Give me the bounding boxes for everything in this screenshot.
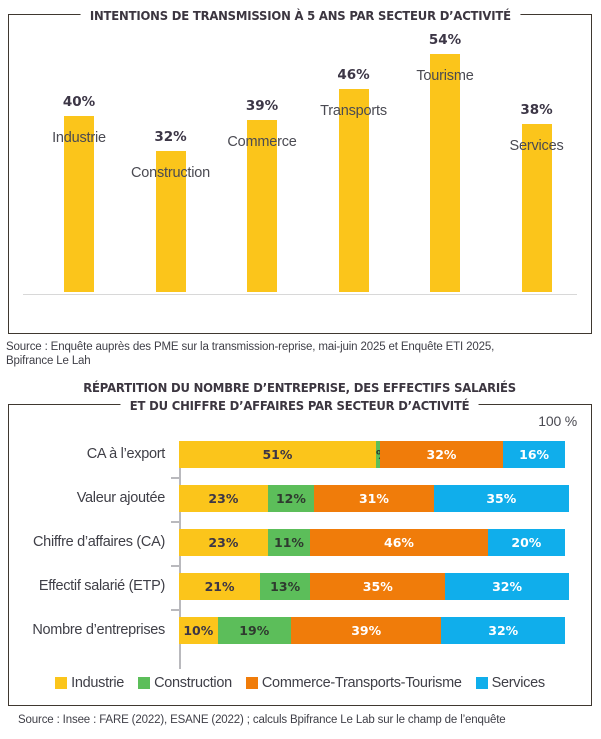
- chart1-bar-value: 38%: [520, 102, 553, 118]
- chart2-bar-segment: 35%: [433, 485, 569, 512]
- legend-label: Industrie: [71, 675, 125, 691]
- chart2-bar-segment: 23%: [179, 529, 268, 556]
- chart2-title-line1: RÉPARTITION DU NOMBRE D’ENTREPRISE, DES …: [74, 380, 526, 396]
- legend-label: Construction: [154, 675, 232, 691]
- chart1-bar: [338, 89, 369, 292]
- legend-label: Services: [491, 675, 546, 691]
- chart1-bar-value: 39%: [245, 98, 279, 114]
- chart1-bar-value: 54%: [428, 32, 462, 48]
- chart1-source-note: Source : Enquête auprès des PME sur la t…: [6, 341, 495, 367]
- chart2-bar-segment: 21%: [179, 573, 261, 600]
- chart2-bar-segment: 20%: [487, 529, 565, 556]
- chart2-bar-segment: 35%: [310, 573, 446, 600]
- chart1-baseline: [23, 294, 577, 295]
- chart2-bar-segment: 32%: [379, 441, 504, 468]
- chart2-bar-segment: 19%: [217, 617, 291, 644]
- chart2-bar-row: Chiffre d’affaires (CA) 23% 11% 46% 20%: [9, 529, 565, 556]
- chart2-axis-tick: [171, 521, 180, 523]
- chart1-category-label: Commerce: [227, 134, 297, 150]
- chart2-title-line2: ET DU CHIFFRE D’AFFAIRES PAR SECTEUR D’A…: [120, 398, 480, 414]
- chart1-bar: [521, 124, 552, 292]
- chart1-bar-group: 32% Construction: [127, 129, 215, 292]
- chart2-legend: Industrie Construction Commerce-Transports…: [9, 675, 591, 691]
- chart1-bar-group: 54% Tourisme: [401, 32, 489, 292]
- chart1-bar: [430, 54, 460, 292]
- chart1-bar-value: 40%: [62, 94, 96, 110]
- chart2-category-label: Valeur ajoutée: [76, 490, 166, 506]
- chart2-stacked-track: 23% 11% 46% 20%: [179, 529, 565, 556]
- chart1-bar-group: 46% Transports: [310, 67, 398, 292]
- chart1-category-label: Services: [509, 138, 564, 154]
- chart2-bar-segment: 16%: [503, 441, 565, 468]
- legend-item: Industrie: [55, 675, 124, 691]
- legend-swatch-icon: [245, 677, 258, 689]
- chart1-bar: [155, 151, 186, 292]
- chart2-source-note: Source : Insee : FARE (2022), ESANE (202…: [18, 714, 506, 726]
- chart2-bar-segment: 23%: [179, 485, 268, 512]
- chart2-axis-tick: [171, 565, 180, 567]
- chart1-category-label: Industrie: [52, 130, 106, 146]
- chart2-category-label: Effectif salarié (ETP): [38, 578, 165, 594]
- chart2-bar-row: CA à l’export 51%1%32%16%: [9, 441, 565, 468]
- chart2-bar-segment: 10%: [179, 617, 218, 644]
- chart1-bar-group: 39% Commerce: [218, 98, 306, 292]
- chart1-bar-group: 38% Services: [493, 102, 581, 292]
- chart2-category-label: CA à l’export: [86, 446, 166, 462]
- chart2-bar-row: Nombre d’entreprises 10% 19% 39% 32%: [9, 617, 565, 644]
- chart2-axis-tick: [171, 477, 180, 479]
- legend-item: Commerce-Transports-Tourisme: [245, 675, 462, 691]
- chart2-stacked-track: 10% 19% 39% 32%: [179, 617, 565, 644]
- chart2-category-label: Nombre d’entreprises: [32, 622, 165, 638]
- transmission-intentions-chart: INTENTIONS DE TRANSMISSION À 5 ANS PAR S…: [8, 8, 592, 334]
- chart2-axis-tick: [171, 609, 180, 611]
- chart2-category-label: Chiffre d’affaires (CA): [33, 534, 165, 550]
- chart2-bar-segment: 39%: [290, 617, 442, 644]
- chart1-bar-group: 40% Industrie: [35, 94, 123, 292]
- chart2-bar-segment: 32%: [441, 617, 565, 644]
- legend-item: Services: [475, 675, 546, 691]
- chart1-category-label: Tourisme: [416, 68, 474, 84]
- chart2-bar-segment: 32%: [445, 573, 569, 600]
- chart2-bar-row: Valeur ajoutée 23% 12% 31% 35%: [9, 485, 569, 512]
- chart2-bar-segment: 13%: [260, 573, 311, 600]
- chart2-bar-segment: 12%: [267, 485, 315, 512]
- chart2-stacked-track: 51%1%32%16%: [179, 441, 565, 468]
- chart1-plot-area: 40% Industrie 32% Construction 39% Commerce 46…: [9, 15, 591, 333]
- chart2-stacked-track: 21% 13% 35% 32%: [179, 573, 569, 600]
- legend-swatch-icon: [475, 677, 488, 689]
- chart2-title-container: RÉPARTITION DU NOMBRE D’ENTREPRISE, DES …: [9, 379, 591, 415]
- chart2-stacked-track: 23% 12% 31% 35%: [179, 485, 569, 512]
- chart1-category-label: Transports: [320, 103, 387, 119]
- chart1-bar: [247, 120, 277, 292]
- chart1-bar: [64, 116, 94, 292]
- chart2-bar-segment: 11%: [267, 529, 311, 556]
- axis-max-label: 100 %: [538, 413, 577, 429]
- legend-swatch-icon: [55, 677, 68, 689]
- chart2-bar-row: Effectif salarié (ETP) 21% 13% 35% 32%: [9, 573, 569, 600]
- legend-item: Construction: [138, 675, 232, 691]
- chart2-bar-segment: 31%: [314, 485, 434, 512]
- chart2-bar-segment: 46%: [310, 529, 488, 556]
- legend-swatch-icon: [138, 677, 151, 689]
- sector-breakdown-chart: RÉPARTITION DU NOMBRE D’ENTREPRISE, DES …: [8, 380, 592, 706]
- chart1-category-label: Construction: [131, 165, 210, 181]
- chart1-bar-value: 46%: [337, 67, 370, 83]
- chart2-bar-segment: 51%: [179, 441, 376, 468]
- chart2-bar-segment: 1%: [375, 441, 380, 468]
- chart1-bar-value: 32%: [154, 129, 187, 145]
- legend-label: Commerce-Transports-Tourisme: [261, 675, 462, 691]
